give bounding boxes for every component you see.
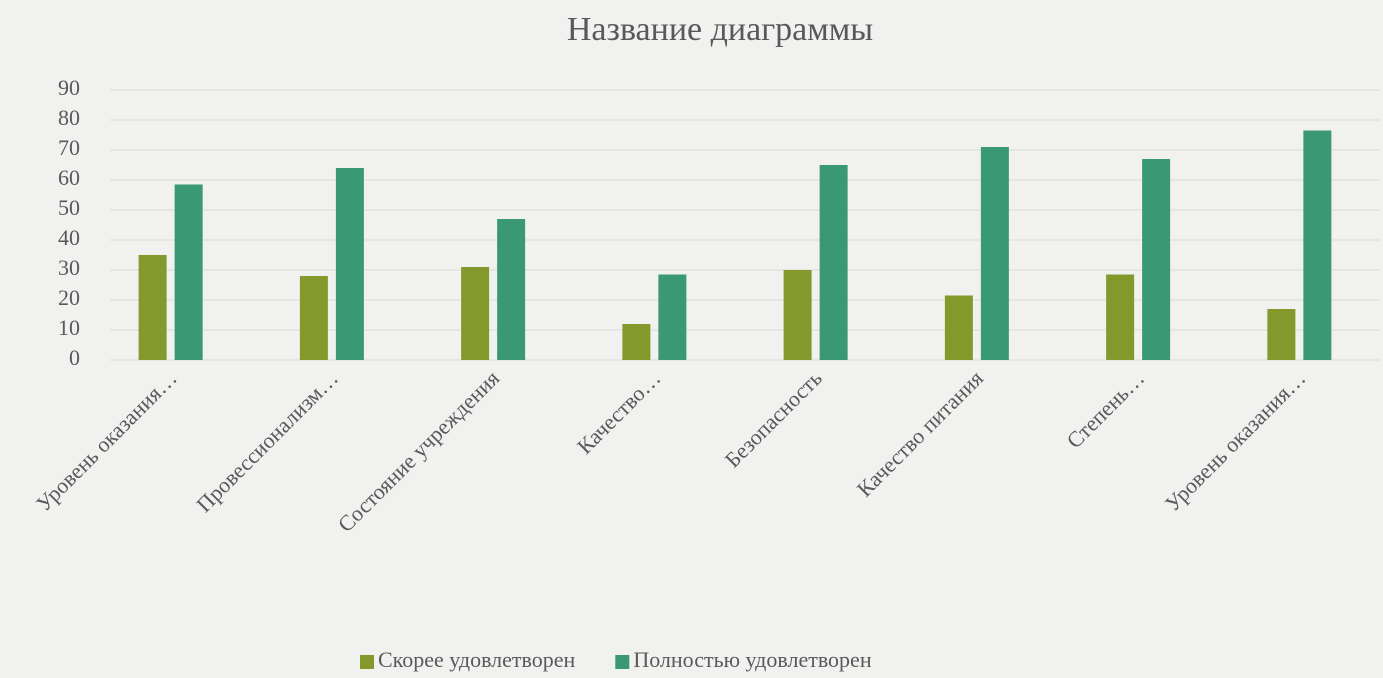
y-tick-label: 10: [58, 315, 80, 340]
y-tick-label: 30: [58, 255, 80, 280]
bar: [622, 324, 651, 360]
bar: [1106, 274, 1135, 360]
y-tick-label: 60: [58, 165, 80, 190]
bar: [819, 165, 848, 360]
y-tick-label: 20: [58, 285, 80, 310]
x-tick-label: Качество питания: [852, 365, 988, 501]
y-tick-label: 70: [58, 135, 80, 160]
legend-swatch: [360, 655, 374, 669]
bar: [783, 270, 812, 360]
legend-label: Скорее удовлетворен: [378, 647, 576, 672]
bar: [138, 255, 167, 360]
bar: [1142, 159, 1171, 360]
legend-label: Полностью удовлетворен: [633, 647, 872, 672]
x-tick-label: Уровень оказания…: [1160, 365, 1311, 516]
y-tick-label: 80: [58, 105, 80, 130]
bar: [944, 295, 973, 360]
bar: [658, 274, 687, 360]
bar: [299, 276, 328, 360]
x-tick-label: Провессионализм…: [191, 365, 343, 517]
bar: [174, 184, 203, 360]
x-tick-label: Состояние учреждения: [333, 365, 504, 536]
y-tick-label: 40: [58, 225, 80, 250]
y-tick-label: 90: [58, 75, 80, 100]
y-tick-label: 0: [69, 345, 80, 370]
x-tick-label: Безопасность: [720, 365, 827, 472]
bar: [335, 168, 364, 360]
chart-title: Название диаграммы: [567, 11, 873, 48]
y-tick-label: 50: [58, 195, 80, 220]
x-tick-label: Качество…: [572, 365, 666, 459]
bar: [1303, 130, 1332, 360]
x-tick-label: Уровень оказания…: [31, 365, 182, 516]
bar: [1267, 309, 1296, 360]
bar: [980, 147, 1009, 360]
legend-swatch: [615, 655, 630, 669]
x-tick-label: Степень…: [1061, 365, 1149, 453]
bar: [497, 219, 526, 360]
bar: [461, 267, 490, 360]
